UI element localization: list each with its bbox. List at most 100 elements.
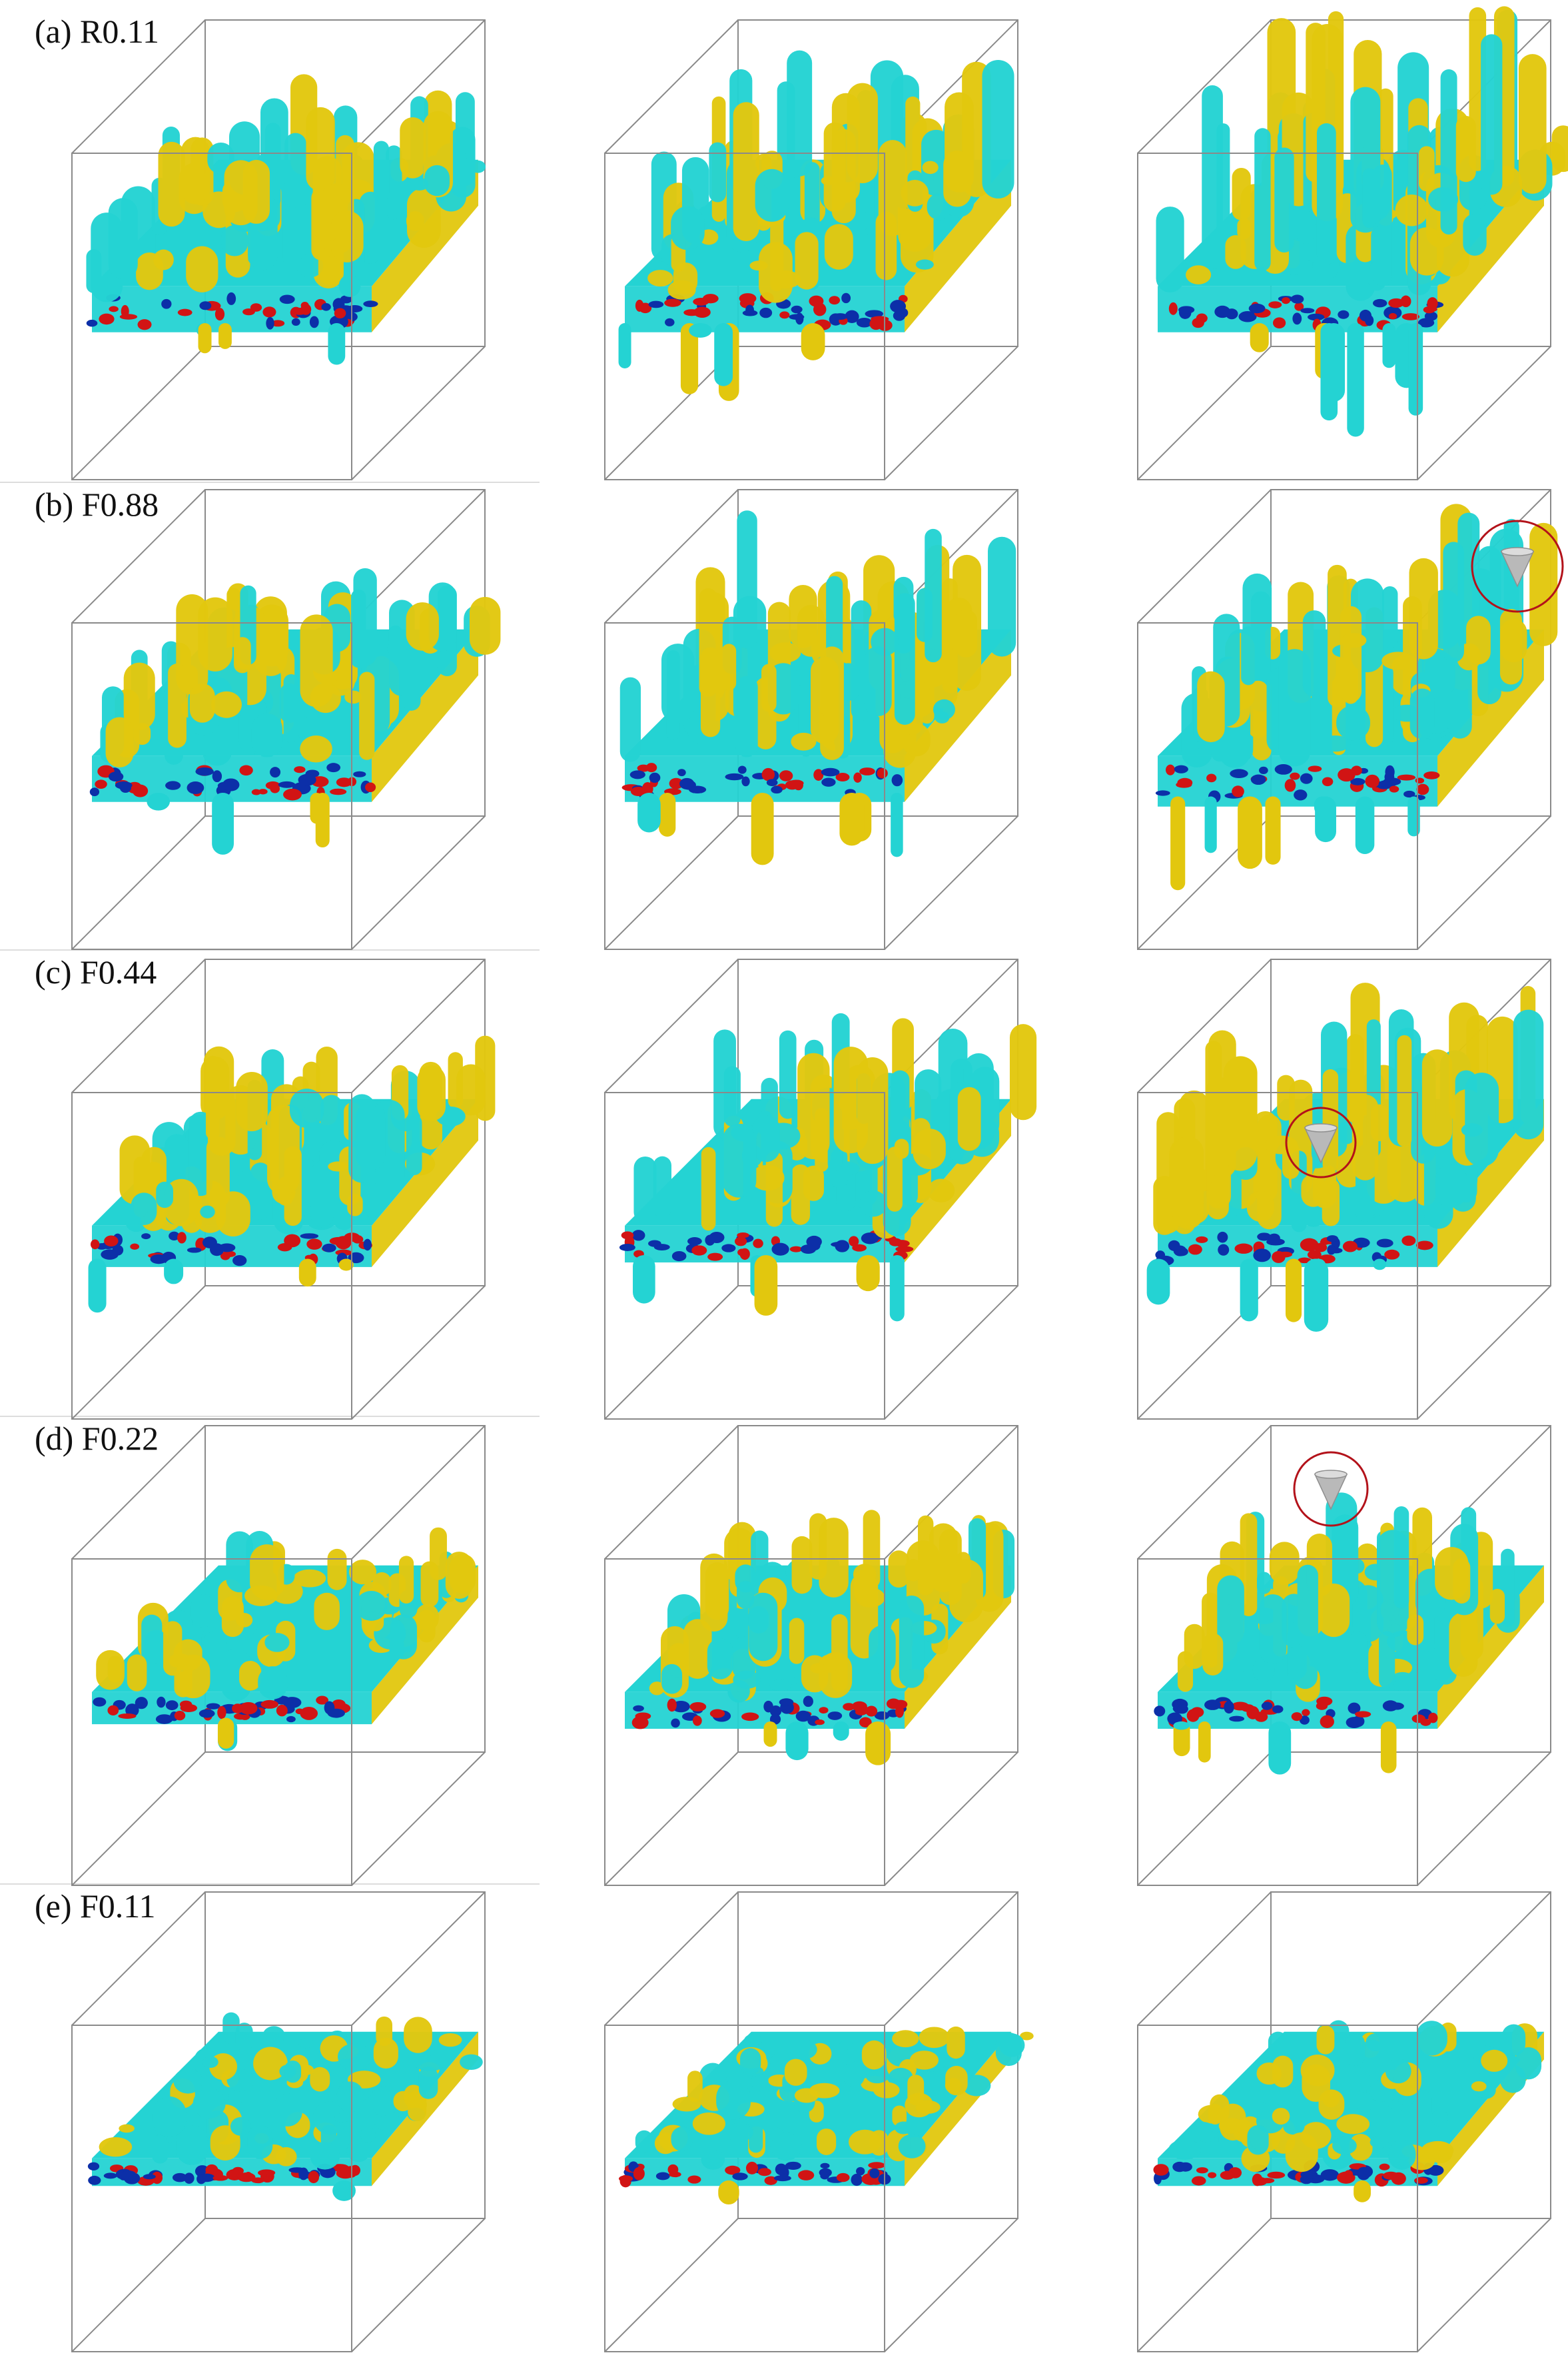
- vortex-core: [237, 2172, 256, 2182]
- isosurface-tail: [147, 793, 171, 811]
- isosurface-blob: [1340, 606, 1362, 703]
- isosurface-tail: [217, 1717, 234, 1749]
- isosurface-blob: [264, 1633, 290, 1652]
- isosurface-blob: [1431, 2109, 1449, 2127]
- vortex-core: [266, 316, 274, 330]
- isosurface-blob: [298, 2038, 314, 2049]
- vortex-core: [671, 1718, 680, 1728]
- vortex-core: [1300, 773, 1313, 784]
- box-edge: [71, 19, 206, 154]
- isosurface-blob: [797, 1053, 830, 1160]
- isosurface-blob: [153, 249, 174, 270]
- isosurface-tail: [332, 2180, 356, 2201]
- vortex-core: [1423, 771, 1440, 779]
- vortex-core: [1428, 1712, 1438, 1723]
- vortex-core: [217, 781, 235, 790]
- isosurface-blob: [1020, 2031, 1034, 2041]
- isosurface-blob: [251, 713, 283, 757]
- isosurface-blob: [1186, 265, 1212, 284]
- isosurface-blob: [892, 2030, 919, 2048]
- isosurface-blob: [751, 2073, 769, 2090]
- vortex-core: [1230, 769, 1248, 779]
- vortex-core: [1258, 766, 1268, 775]
- isosurface-blob: [1465, 1073, 1499, 1167]
- isosurface-blob: [360, 2127, 376, 2142]
- vortex-core: [1178, 306, 1195, 314]
- box-front-face: [604, 1558, 885, 1886]
- isosurface-blob: [1463, 213, 1487, 256]
- isosurface-blob: [400, 117, 426, 179]
- vortex-core: [1282, 297, 1290, 304]
- vortex-core: [300, 304, 312, 315]
- isosurface-blob: [789, 1618, 805, 1664]
- vortex-core: [841, 292, 851, 304]
- isosurface-blob: [895, 2121, 913, 2135]
- isosurface-blob: [337, 2081, 364, 2113]
- vortex-core: [671, 1250, 687, 1262]
- vortex-core: [161, 298, 172, 309]
- isosurface-blob: [1301, 1174, 1326, 1207]
- isosurface-blob: [236, 1071, 268, 1132]
- vortex-core: [260, 1699, 279, 1709]
- isosurface-blob: [373, 2037, 398, 2069]
- vortex-core: [1253, 1248, 1271, 1262]
- vortex-core: [198, 2173, 215, 2182]
- isosurface-blob: [1198, 2129, 1216, 2142]
- box-edge: [1417, 1891, 1551, 2026]
- isosurface-blob: [242, 160, 270, 224]
- vortex-core: [187, 781, 204, 795]
- vortex-core: [282, 1697, 302, 1708]
- isosurface-blob: [1322, 1069, 1339, 1173]
- vortex-core: [779, 770, 793, 781]
- vortex-core: [270, 784, 280, 793]
- isosurface-blob: [173, 2069, 203, 2094]
- row-label-c: (c) F0.44: [35, 953, 157, 991]
- isosurface-tail: [1173, 1721, 1190, 1730]
- box-edge: [351, 346, 486, 480]
- vortex-core: [621, 1231, 634, 1240]
- vortex-core: [125, 1703, 139, 1717]
- isosurface-blob: [418, 2066, 438, 2099]
- isosurface-blob: [1318, 1584, 1350, 1638]
- vortex-core: [854, 1706, 871, 1713]
- marker-circle: [1471, 520, 1564, 613]
- vortex-core: [316, 1695, 328, 1705]
- isosurface-blob: [1381, 652, 1415, 670]
- isosurface-blob: [1352, 1094, 1379, 1181]
- isosurface-blob: [1397, 1035, 1412, 1147]
- vortex-core: [1372, 298, 1387, 308]
- isosurface-blob: [151, 2135, 169, 2164]
- isosurface-blob: [424, 165, 450, 197]
- vortex-core: [212, 770, 222, 783]
- vortex-core: [232, 2166, 244, 2175]
- vortex-core: [277, 1243, 292, 1252]
- isosurface-blob: [1322, 1179, 1340, 1226]
- isosurface-blob: [700, 647, 721, 737]
- slab-front-band: [92, 286, 372, 332]
- vortex-core: [664, 298, 681, 307]
- vortex-core: [1327, 1244, 1336, 1255]
- isosurface-blob: [725, 2123, 753, 2142]
- box-front-face: [1137, 1092, 1418, 1420]
- box-front-face: [604, 153, 885, 480]
- isosurface-tail: [218, 323, 232, 349]
- vortex-core: [766, 779, 778, 787]
- isosurface-blob: [1256, 2062, 1282, 2085]
- vortex-core: [1411, 1714, 1425, 1723]
- isosurface-blob: [1395, 195, 1429, 227]
- vortex-core: [852, 1244, 867, 1252]
- vortex-core: [1259, 2178, 1275, 2184]
- vortex-core: [350, 2164, 360, 2176]
- box-edge: [604, 1891, 739, 2026]
- isosurface-tail: [718, 2180, 739, 2205]
- isosurface-blob: [692, 2112, 725, 2135]
- isosurface-tail: [1240, 1258, 1258, 1322]
- isosurface-blob: [892, 2105, 907, 2127]
- isosurface-blob: [1274, 147, 1294, 252]
- isosurface-blob: [386, 145, 402, 220]
- isosurface-blob: [445, 1552, 473, 1599]
- slab-side-band: [372, 1099, 478, 1267]
- isosurface-tail: [763, 1721, 777, 1747]
- isosurface-blob: [744, 2034, 763, 2045]
- vortex-core: [212, 2174, 228, 2181]
